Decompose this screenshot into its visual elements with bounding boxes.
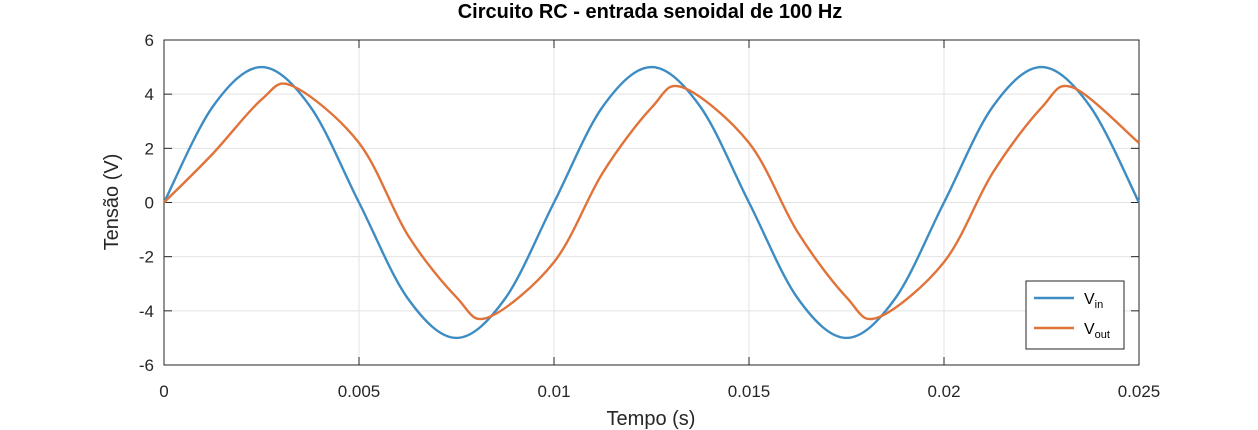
legend-label-vin-main: V	[1084, 291, 1095, 308]
x-axis-label: Tempo (s)	[607, 408, 696, 430]
y-tick-label: 4	[145, 85, 154, 104]
y-tick-label: 6	[145, 31, 154, 50]
legend-label-vin-sub: in	[1095, 299, 1104, 311]
y-axis-label: Tensão (V)	[101, 154, 123, 251]
legend-box	[1025, 280, 1125, 350]
tick-marks	[163, 39, 1140, 366]
y-tick-label: 2	[145, 139, 154, 158]
series-line-in	[162, 65, 1141, 340]
x-tick-label: 0.015	[728, 382, 771, 401]
y-tick-label: -2	[139, 248, 154, 267]
y-tick-labels: -6 -4 -2 0 2 4 6	[139, 31, 154, 375]
series-line-out	[163, 82, 1140, 321]
grid-lines	[164, 40, 1139, 365]
x-tick-labels: 0 0.005 0.01 0.015 0.02 0.025	[159, 382, 1160, 401]
legend-label-vin: Vin	[1084, 291, 1103, 311]
legend-label-vout-sub: out	[1095, 329, 1110, 341]
x-tick-label: 0.005	[338, 382, 381, 401]
legend-label-vout: Vout	[1084, 321, 1110, 341]
x-tick-label: 0.025	[1118, 382, 1161, 401]
x-tick-label: 0.02	[927, 382, 960, 401]
series-layer	[162, 65, 1141, 340]
y-tick-label: -4	[139, 302, 154, 321]
legend: Vin Vout	[1025, 280, 1125, 350]
y-tick-label: 0	[145, 194, 154, 213]
y-tick-label: -6	[139, 356, 154, 375]
legend-label-vout-main: V	[1084, 321, 1095, 338]
x-tick-label: 0	[159, 382, 168, 401]
x-tick-label: 0.01	[537, 382, 570, 401]
chart-title: Circuito RC - entrada senoidal de 100 Hz	[458, 1, 843, 23]
